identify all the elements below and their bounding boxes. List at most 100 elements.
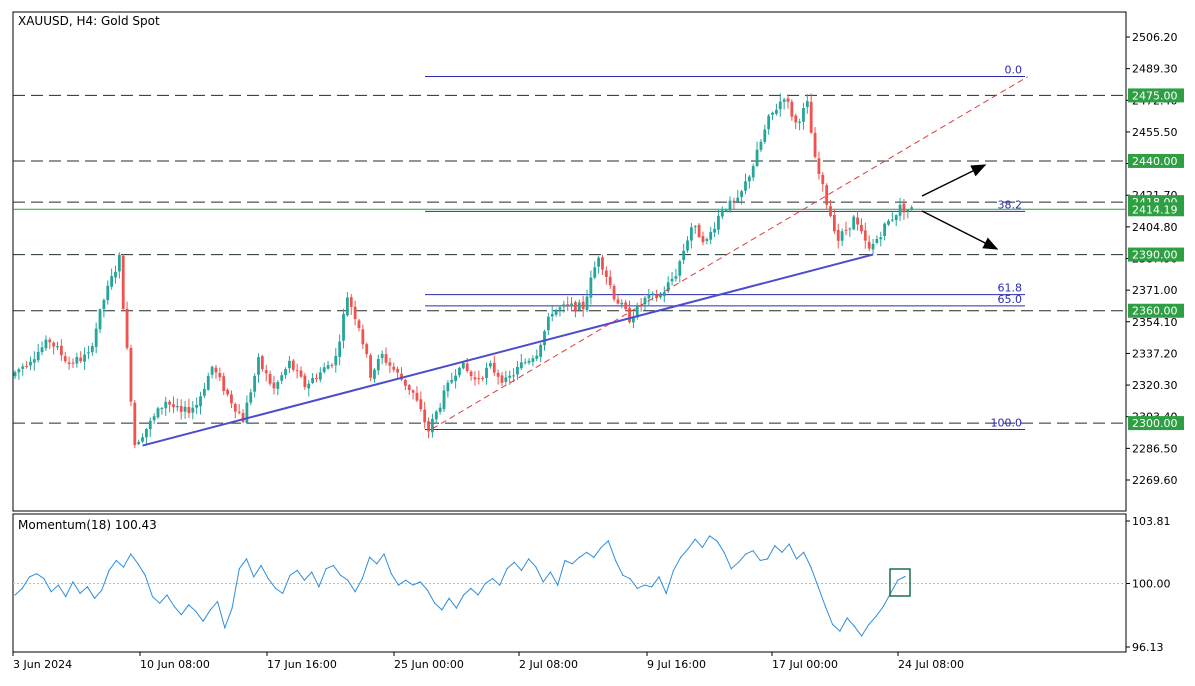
candle: [454, 369, 458, 389]
level-label: 2440.00: [1132, 155, 1178, 168]
candle: [206, 372, 210, 391]
candle: [717, 209, 720, 235]
candle: [94, 322, 98, 354]
candle-body: [52, 342, 56, 347]
candle-body: [720, 210, 724, 217]
candle-body: [164, 401, 168, 409]
down-arrow-icon: [921, 210, 999, 250]
candle: [334, 347, 338, 373]
momentum-point: [448, 597, 450, 599]
candle-body: [465, 363, 469, 371]
candle: [345, 291, 349, 317]
momentum-point: [658, 576, 660, 578]
candle-body: [689, 227, 693, 241]
candle-body: [728, 200, 732, 211]
candle: [825, 183, 829, 210]
candle-body: [539, 344, 543, 357]
momentum-point: [188, 604, 190, 606]
candle: [910, 205, 914, 212]
candle: [411, 389, 415, 400]
candle-body: [805, 101, 809, 108]
candle: [48, 337, 52, 350]
candle-body: [434, 411, 438, 420]
candle-body: [330, 364, 334, 366]
candle-body: [125, 308, 129, 348]
candle-body: [852, 216, 856, 230]
momentum-point: [137, 563, 139, 565]
momentum-panel: [12, 513, 1127, 653]
momentum-point: [593, 556, 595, 558]
candle-body: [29, 361, 32, 366]
candle: [697, 222, 701, 239]
candle-body: [36, 351, 40, 361]
momentum-point: [680, 556, 682, 558]
candle: [392, 362, 396, 373]
candle: [129, 344, 133, 407]
candle-body: [461, 362, 465, 369]
candle-body: [860, 224, 863, 232]
momentum-point: [260, 564, 262, 567]
candle: [473, 371, 477, 386]
candle-body: [202, 388, 206, 396]
candle: [353, 300, 357, 326]
candle: [875, 235, 879, 245]
candle-body: [233, 403, 237, 412]
candle-body: [674, 276, 678, 279]
momentum-point: [441, 609, 443, 611]
candle: [202, 382, 206, 398]
candle: [593, 261, 597, 280]
momentum-point: [93, 597, 96, 599]
candle-body: [647, 294, 651, 299]
level-label: 2475.00: [1132, 89, 1178, 102]
candle: [17, 367, 21, 380]
candle-body: [191, 407, 195, 413]
candle-body: [597, 257, 601, 267]
candle-body: [226, 389, 229, 395]
candle-body: [732, 200, 736, 202]
candle: [210, 365, 214, 379]
candle: [52, 341, 56, 355]
candle: [56, 341, 59, 351]
momentum-point: [817, 586, 819, 588]
candle-body: [593, 267, 597, 278]
candle-body: [678, 261, 682, 276]
candle-body: [736, 197, 740, 202]
momentum-point: [65, 596, 67, 598]
candle-body: [442, 390, 446, 410]
candle: [299, 366, 303, 379]
candle: [280, 371, 284, 385]
candle: [500, 372, 504, 387]
candle: [44, 335, 48, 351]
momentum-point: [36, 573, 38, 575]
candle: [604, 266, 608, 285]
candle: [829, 199, 832, 218]
candle: [485, 362, 488, 385]
candle-body: [75, 357, 79, 364]
candle: [338, 334, 342, 366]
candle-body: [145, 429, 148, 438]
candle-body: [713, 228, 716, 233]
candle: [322, 362, 326, 374]
candle-body: [83, 354, 86, 362]
time-tick-label: 3 Jun 2024: [13, 658, 72, 671]
momentum-point: [303, 579, 306, 581]
candle: [562, 300, 566, 313]
momentum-point: [318, 586, 320, 588]
candle: [860, 218, 863, 235]
momentum-point: [311, 571, 313, 573]
candle: [145, 428, 148, 444]
candle: [890, 211, 894, 223]
candle-body: [98, 309, 102, 330]
candle: [643, 296, 647, 311]
candle: [431, 413, 434, 438]
momentum-point: [238, 568, 240, 570]
candle-body: [620, 302, 624, 305]
candle: [651, 291, 655, 301]
current-price-label-bg: [1128, 202, 1184, 217]
momentum-point: [687, 548, 689, 550]
candle-body: [624, 302, 628, 310]
level-label-bg: [1128, 153, 1184, 168]
momentum-point: [745, 553, 747, 555]
candle-body: [102, 300, 106, 310]
candle-body: [798, 121, 801, 123]
